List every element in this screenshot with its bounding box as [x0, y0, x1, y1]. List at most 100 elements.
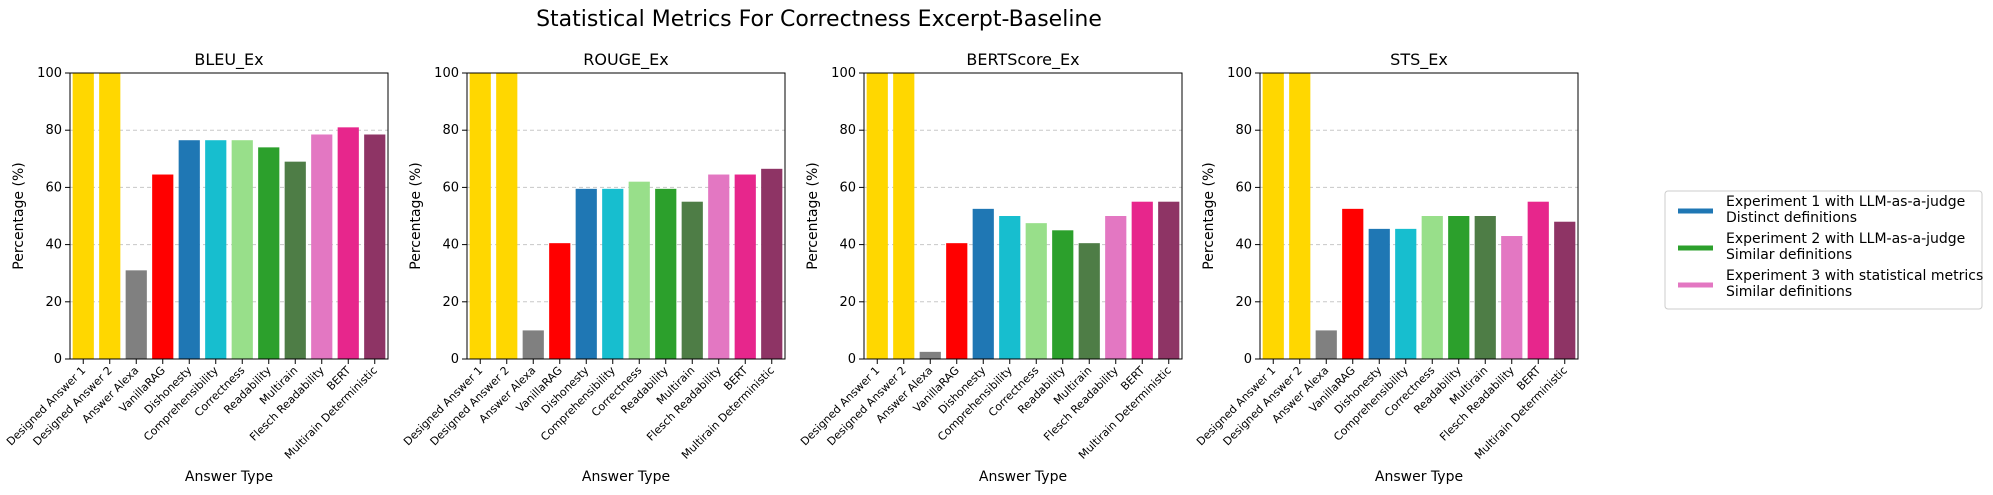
legend-label-1b: Distinct definitions: [1726, 210, 1857, 226]
legend-label-1a: Experiment 1 with LLM-as-a-judge: [1726, 194, 1965, 210]
y-tick-label: 20: [442, 295, 459, 310]
x-axis-label: Answer Type: [979, 469, 1067, 485]
y-tick-label: 60: [1235, 180, 1252, 195]
bar-comprehensibility: [602, 188, 624, 359]
y-tick-label: 40: [45, 238, 62, 253]
bar-dishonesty: [575, 188, 597, 359]
bar-vanillarag: [946, 243, 968, 359]
bar-bert: [337, 127, 359, 359]
bar-multirain-deterministic: [761, 168, 783, 359]
y-axis-label: Percentage (%): [11, 162, 27, 269]
y-tick-label: 40: [1235, 238, 1252, 253]
bar-multirain-deterministic: [1554, 221, 1576, 359]
bar-designed-answer-2: [1289, 73, 1311, 359]
bar-designed-answer-2: [99, 73, 121, 359]
y-tick-label: 100: [831, 66, 856, 81]
bar-bert: [1527, 201, 1549, 359]
y-tick-label: 60: [442, 180, 459, 195]
legend-label-2b: Similar definitions: [1726, 247, 1852, 263]
y-tick-label: 80: [1235, 123, 1252, 138]
bar-designed-answer-1: [866, 73, 888, 359]
bar-dishonesty: [972, 208, 994, 359]
bar-answer-alexa: [522, 330, 544, 359]
axes-frame: [863, 72, 1183, 360]
bar-dishonesty: [1368, 228, 1390, 359]
bar-flesch-readability: [1105, 216, 1127, 359]
panel-title: ROUGE_Ex: [583, 50, 669, 70]
bar-correctness: [1025, 223, 1047, 359]
bar-flesch-readability: [311, 134, 333, 359]
bar-vanillarag: [152, 174, 174, 359]
bar-multirain: [1078, 243, 1100, 359]
bar-bert: [1131, 201, 1153, 359]
bar-readability: [258, 147, 280, 359]
y-axis-label: Percentage (%): [805, 162, 821, 269]
y-tick-label: 60: [45, 180, 62, 195]
bar-dishonesty: [178, 140, 200, 359]
panel-title: STS_Ex: [1390, 50, 1448, 70]
x-axis-label: Answer Type: [185, 469, 273, 485]
panel-title: BERTScore_Ex: [966, 50, 1079, 70]
y-tick-label: 80: [45, 123, 62, 138]
legend-frame: [1664, 190, 1983, 310]
bar-readability: [655, 188, 677, 359]
bar-designed-answer-1: [1262, 73, 1284, 359]
y-tick-label: 0: [54, 352, 62, 367]
y-tick-label: 40: [442, 238, 459, 253]
bar-flesch-readability: [708, 174, 730, 359]
bar-vanillarag: [1342, 208, 1364, 359]
y-tick-label: 0: [1244, 352, 1252, 367]
axes-frame: [1259, 72, 1579, 360]
bar-multirain: [681, 201, 703, 359]
bar-designed-answer-2: [496, 73, 518, 359]
bar-multirain-deterministic: [364, 134, 386, 359]
bar-bert: [734, 174, 756, 359]
bar-designed-answer-2: [893, 73, 915, 359]
legend-label-3b: Similar definitions: [1726, 284, 1852, 300]
legend-label-3a: Experiment 3 with statistical metrics: [1726, 268, 1983, 284]
bar-comprehensibility: [205, 140, 227, 359]
bar-designed-answer-1: [72, 73, 94, 359]
bar-answer-alexa: [125, 270, 147, 359]
bar-comprehensibility: [1395, 228, 1417, 359]
panel-title: BLEU_Ex: [194, 50, 263, 70]
y-tick-label: 0: [848, 352, 856, 367]
bar-multirain-deterministic: [1158, 201, 1180, 359]
y-tick-label: 20: [1235, 295, 1252, 310]
y-tick-label: 20: [45, 295, 62, 310]
bar-multirain: [1474, 216, 1496, 359]
bar-answer-alexa: [1315, 330, 1337, 359]
bar-correctness: [628, 181, 650, 359]
y-tick-label: 100: [434, 66, 459, 81]
axes-frame: [69, 72, 389, 360]
y-tick-label: 60: [839, 180, 856, 195]
bar-comprehensibility: [999, 216, 1021, 359]
x-axis-label: Answer Type: [1375, 469, 1463, 485]
bar-readability: [1052, 230, 1074, 359]
bar-multirain: [284, 161, 306, 359]
bar-vanillarag: [549, 243, 571, 359]
y-tick-label: 100: [1227, 66, 1252, 81]
bar-correctness: [1421, 216, 1443, 359]
figure-title: Statistical Metrics For Correctness Exce…: [536, 7, 1102, 32]
legend: Experiment 1 with LLM-as-a-judge Distinc…: [1664, 190, 1983, 310]
x-axis-label: Answer Type: [582, 469, 670, 485]
bar-flesch-readability: [1501, 236, 1523, 359]
axes-frame: [466, 72, 786, 360]
y-tick-label: 80: [839, 123, 856, 138]
bar-readability: [1448, 216, 1470, 359]
y-axis-label: Percentage (%): [408, 162, 424, 269]
y-tick-label: 100: [37, 66, 62, 81]
bar-designed-answer-1: [469, 73, 491, 359]
y-tick-label: 80: [442, 123, 459, 138]
y-tick-label: 40: [839, 238, 856, 253]
bar-answer-alexa: [919, 351, 941, 359]
y-tick-label: 0: [451, 352, 459, 367]
y-tick-label: 20: [839, 295, 856, 310]
bar-correctness: [231, 140, 253, 359]
